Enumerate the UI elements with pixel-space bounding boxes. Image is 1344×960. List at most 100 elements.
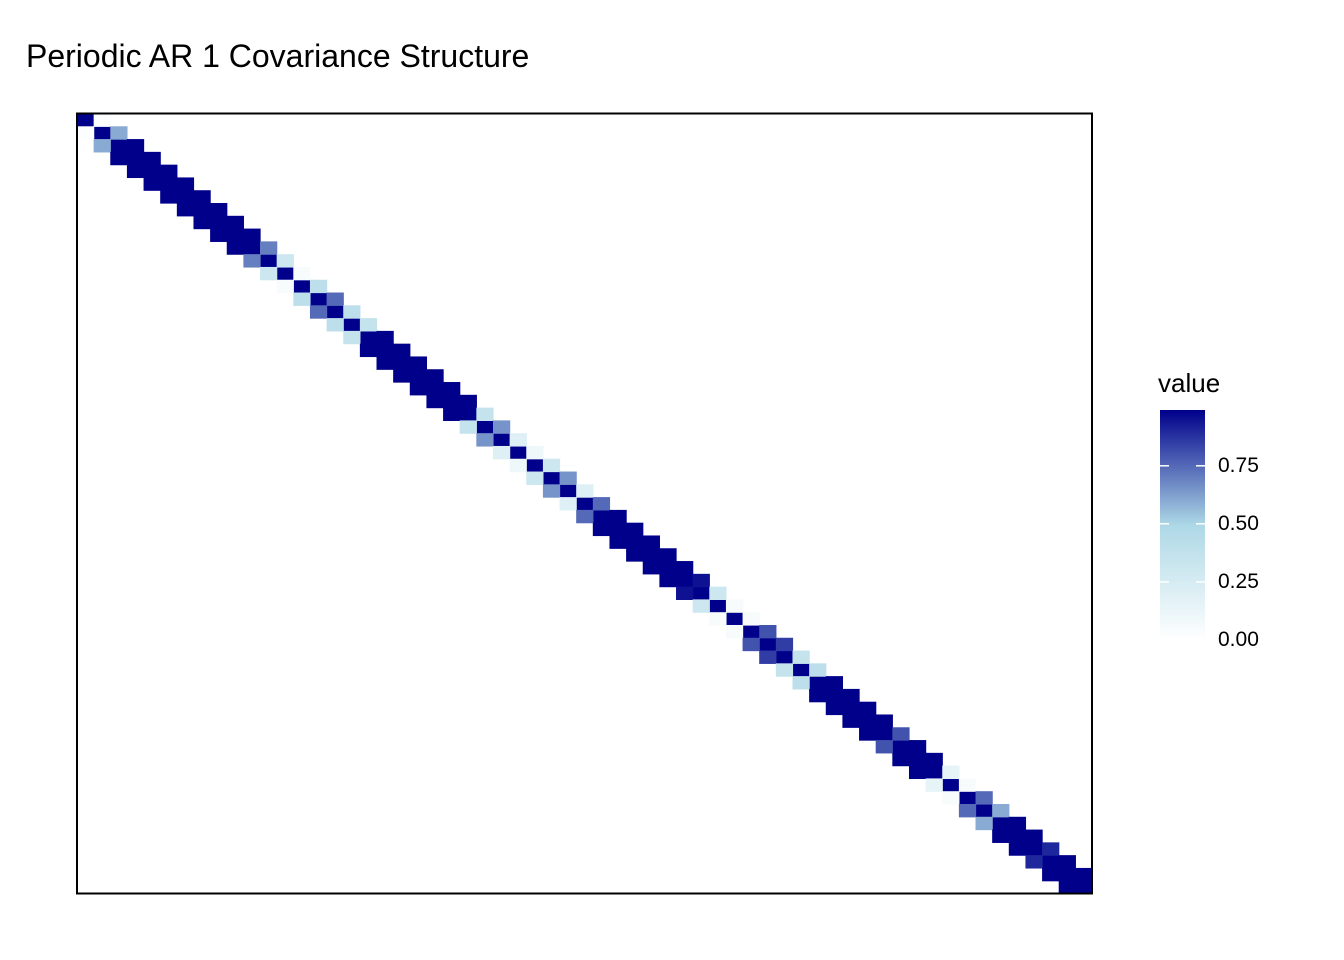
heatmap-cell xyxy=(676,573,694,588)
heatmap-cell xyxy=(642,561,660,575)
heatmap-cell xyxy=(326,318,344,332)
heatmap-cell xyxy=(892,752,910,767)
heatmap-cell xyxy=(1075,867,1093,882)
heatmap-cell xyxy=(492,433,511,447)
heatmap-cell xyxy=(77,126,95,140)
heatmap-cells xyxy=(77,113,1093,895)
heatmap-cell xyxy=(492,445,511,460)
heatmap-cell xyxy=(526,445,544,460)
heatmap-cell xyxy=(842,701,860,716)
heatmap-cell xyxy=(775,650,794,664)
heatmap-cell xyxy=(243,254,261,268)
heatmap-cell xyxy=(659,573,677,588)
heatmap-cell xyxy=(93,113,111,127)
heatmap-cell xyxy=(792,676,810,690)
heatmap-cell xyxy=(942,765,960,780)
heatmap-cell xyxy=(459,407,477,421)
heatmap-cell xyxy=(576,484,594,498)
heatmap-cell xyxy=(725,624,744,639)
heatmap-cell xyxy=(859,714,877,728)
heatmap-cell xyxy=(592,497,611,511)
heatmap-cell xyxy=(925,765,943,780)
heatmap-cell xyxy=(1058,855,1076,869)
heatmap-cell xyxy=(958,803,977,818)
heatmap-cell xyxy=(260,254,278,268)
heatmap-cell xyxy=(176,190,195,204)
heatmap-cell xyxy=(626,535,644,549)
heatmap-cell xyxy=(143,177,161,191)
heatmap-cell xyxy=(859,701,877,716)
heatmap-cell xyxy=(193,190,211,204)
heatmap-cell xyxy=(309,292,328,306)
heatmap-cell xyxy=(226,228,244,242)
heatmap-cell xyxy=(975,803,993,818)
heatmap-cell xyxy=(193,203,211,217)
heatmap-cell xyxy=(576,497,594,511)
heatmap-cell xyxy=(1042,867,1060,882)
heatmap-cell xyxy=(908,765,927,780)
heatmap-cell xyxy=(925,778,943,792)
heatmap-cell xyxy=(293,266,311,281)
heatmap-cell xyxy=(992,803,1010,818)
heatmap-cell xyxy=(443,394,461,409)
heatmap-cell xyxy=(343,305,361,319)
heatmap-cell xyxy=(376,330,394,345)
heatmap-cell xyxy=(1042,842,1060,856)
heatmap-cell xyxy=(426,369,444,383)
legend-tick-marks xyxy=(1160,465,1205,641)
heatmap-cell xyxy=(476,433,494,447)
legend-tick-label: 0.00 xyxy=(1218,628,1259,651)
heatmap-cell xyxy=(958,791,977,805)
heatmap-cell xyxy=(210,228,228,242)
heatmap-cell xyxy=(309,279,328,294)
heatmap-cell xyxy=(393,369,411,383)
heatmap-cell xyxy=(293,279,311,294)
heatmap-cell xyxy=(559,497,577,511)
heatmap-cell xyxy=(326,305,344,319)
heatmap-cell xyxy=(293,292,311,306)
heatmap-cell xyxy=(210,215,228,230)
heatmap-cell xyxy=(260,266,278,281)
heatmap-cell xyxy=(542,484,561,498)
heatmap-cell xyxy=(393,343,411,358)
heatmap-cell xyxy=(742,612,760,626)
heatmap-cell xyxy=(809,663,827,677)
heatmap-cell xyxy=(243,228,261,242)
heatmap-cell xyxy=(542,471,561,485)
heatmap-cell xyxy=(276,254,294,268)
heatmap-cell xyxy=(742,624,760,639)
heatmap-cell xyxy=(592,509,611,524)
heatmap-cell xyxy=(110,151,128,166)
heatmap-cell xyxy=(892,740,910,754)
heatmap-cell xyxy=(359,330,378,345)
heatmap-cell xyxy=(809,676,827,690)
heatmap-cell xyxy=(243,241,261,255)
heatmap-cell xyxy=(542,458,561,473)
heatmap-cell xyxy=(692,599,710,613)
heatmap-cell xyxy=(126,164,145,179)
heatmap-cell xyxy=(359,343,378,358)
heatmap-cell xyxy=(1025,842,1043,856)
heatmap-cell xyxy=(459,394,477,409)
plot-panel-border xyxy=(76,112,1093,895)
heatmap-cell xyxy=(725,599,744,613)
heatmap-cell xyxy=(859,727,877,741)
heatmap-cell xyxy=(443,382,461,396)
heatmap-cell xyxy=(276,279,294,294)
heatmap-cell xyxy=(676,586,694,600)
heatmap-cell xyxy=(775,663,794,677)
heatmap-cell xyxy=(126,151,145,166)
heatmap-cell xyxy=(825,688,844,703)
heatmap-cell xyxy=(609,522,627,537)
heatmap-cell xyxy=(576,509,594,524)
heatmap-cell xyxy=(176,177,195,191)
heatmap-cell xyxy=(709,599,727,613)
heatmap-cell xyxy=(93,126,111,140)
heatmap-cell xyxy=(443,407,461,421)
heatmap-cell xyxy=(1025,829,1043,843)
heatmap-cell xyxy=(875,740,893,754)
heatmap-cell xyxy=(992,829,1010,843)
heatmap-cell xyxy=(409,369,428,383)
legend-tick-label: 0.75 xyxy=(1218,453,1259,477)
